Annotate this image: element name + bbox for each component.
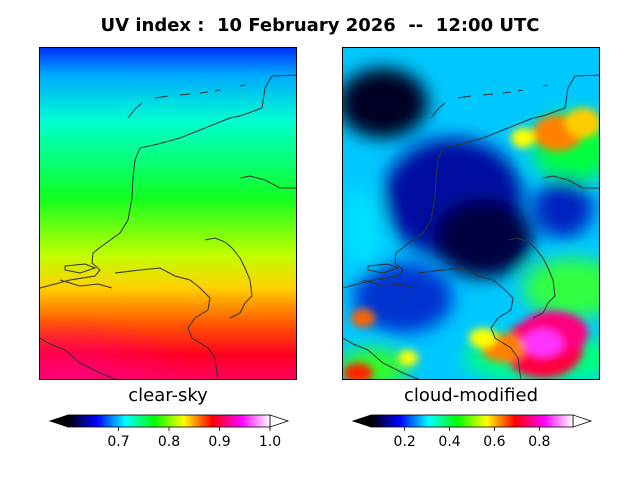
colorbar-extend-low bbox=[48, 414, 69, 428]
cloud-modified-label: cloud-modified bbox=[403, 385, 539, 406]
cloud-modified-colorbar: 0.2 0.4 0.6 0.8 bbox=[351, 414, 593, 450]
coastline bbox=[343, 74, 599, 379]
colorbar-extend-low bbox=[351, 414, 372, 428]
colorbar-tick-label: 0.6 bbox=[483, 434, 505, 450]
cloud-modified-map[interactable] bbox=[342, 47, 600, 380]
clear-sky-map[interactable] bbox=[39, 47, 297, 380]
colorbar-tick-label: 0.4 bbox=[438, 434, 460, 450]
colorbar-tick-label: 1.0 bbox=[259, 434, 281, 450]
clear-sky-label: clear-sky bbox=[128, 385, 208, 406]
colorbar-tick-label: 0.7 bbox=[107, 434, 129, 450]
colorbar-extend-high bbox=[572, 414, 593, 428]
colorbar-tick-label: 0.8 bbox=[528, 434, 550, 450]
colorbar-gradient bbox=[370, 414, 574, 428]
colorbar-gradient bbox=[67, 414, 271, 428]
colorbar-extend-high bbox=[269, 414, 290, 428]
colorbar-tick-label: 0.2 bbox=[394, 434, 416, 450]
clear-sky-colorbar: 0.7 0.8 0.9 1.0 bbox=[48, 414, 290, 450]
colorbar-tick-label: 0.8 bbox=[158, 434, 180, 450]
colorbar-tick-label: 0.9 bbox=[208, 434, 230, 450]
figure-title: UV index : 10 February 2026 -- 12:00 UTC bbox=[100, 15, 540, 36]
coastline bbox=[40, 74, 296, 379]
